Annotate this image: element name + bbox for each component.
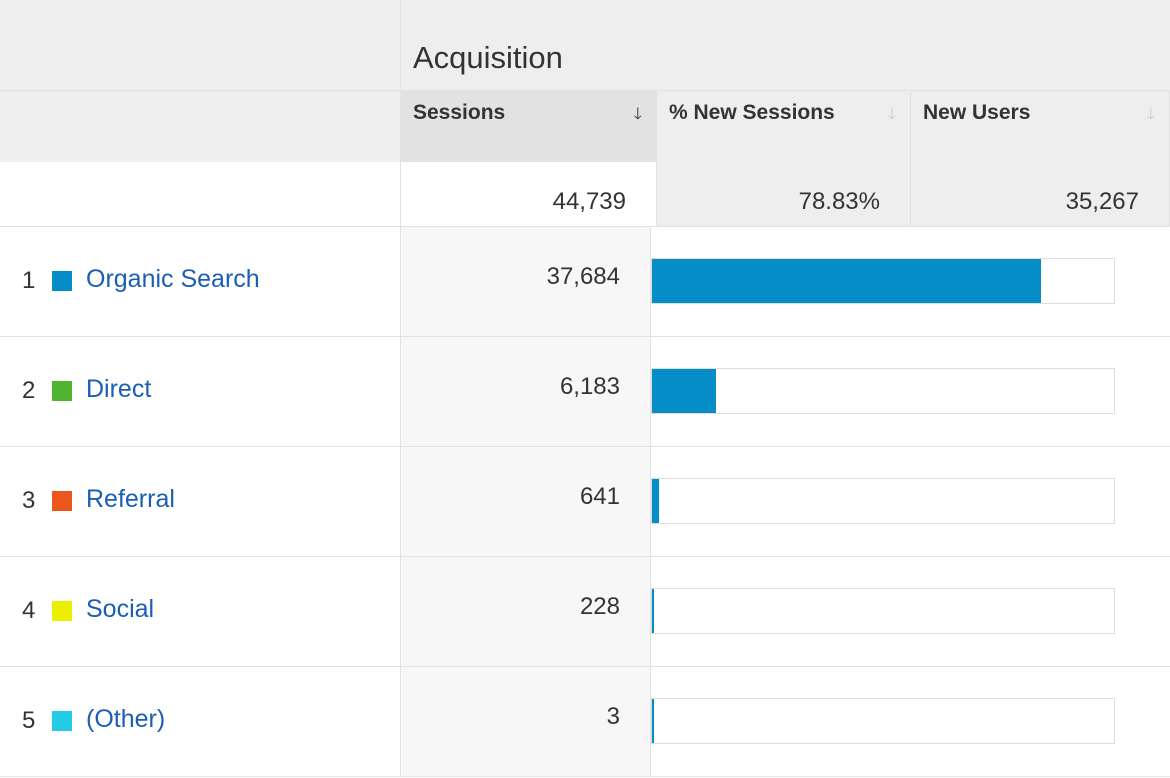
table-row: 5 (Other) 3: [0, 667, 1170, 777]
sessions-bar-cell: [651, 227, 1170, 336]
sessions-bar-cell: [651, 557, 1170, 666]
sessions-bar-cell: [651, 447, 1170, 556]
sessions-value: 641: [579, 483, 620, 510]
color-swatch-icon: [52, 711, 72, 731]
table-row: 4 Social 228: [0, 557, 1170, 667]
column-header-label: Sessions: [413, 101, 506, 124]
sessions-bar-track: [651, 258, 1115, 304]
channel-link-referral[interactable]: Referral: [86, 485, 175, 513]
sessions-cell: 3: [401, 667, 651, 776]
channel-cell: 3 Referral: [0, 447, 401, 556]
channel-link-social[interactable]: Social: [86, 595, 155, 623]
sessions-bar: [652, 589, 655, 633]
total-sessions-value: 44,739: [552, 188, 626, 215]
channel-cell: 2 Direct: [0, 337, 401, 446]
column-header-sessions[interactable]: Sessions 🡓: [401, 91, 657, 162]
table-row: 2 Direct 6,183: [0, 337, 1170, 447]
channel-cell: 4 Social: [0, 557, 401, 666]
sessions-value: 228: [579, 593, 620, 620]
sessions-value: 6,183: [559, 373, 620, 400]
arrow-down-icon[interactable]: 🡓: [887, 106, 896, 123]
row-rank: 5: [22, 707, 36, 734]
sessions-bar: [652, 699, 654, 743]
sessions-bar-track: [651, 368, 1115, 414]
sessions-bar-track: [651, 478, 1115, 524]
row-rank: 4: [22, 597, 36, 624]
sessions-cell: 6,183: [401, 337, 651, 446]
column-header-label: New Users: [923, 101, 1031, 124]
sessions-bar: [652, 369, 716, 413]
total-new-users: 35,267: [911, 162, 1170, 227]
header-spacer: [0, 0, 401, 91]
table-row: 1 Organic Search 37,684: [0, 227, 1170, 337]
table-row: 3 Referral 641: [0, 447, 1170, 557]
column-header-spacer: [0, 91, 401, 162]
color-swatch-icon: [52, 601, 72, 621]
channel-link-direct[interactable]: Direct: [86, 375, 152, 403]
sessions-bar-track: [651, 588, 1115, 634]
sessions-bar: [652, 479, 659, 523]
total-new-sessions: 78.83%: [657, 162, 911, 227]
column-header-new-users[interactable]: New Users 🡓: [911, 91, 1170, 162]
sessions-cell: 37,684: [401, 227, 651, 336]
sessions-bar-cell: [651, 667, 1170, 776]
total-new-sessions-value: 78.83%: [798, 188, 880, 215]
arrow-down-icon[interactable]: 🡓: [633, 106, 642, 123]
acquisition-title: Acquisition: [413, 40, 563, 75]
sessions-cell: 228: [401, 557, 651, 666]
color-swatch-icon: [52, 271, 72, 291]
sessions-bar-cell: [651, 337, 1170, 446]
color-swatch-icon: [52, 491, 72, 511]
channel-cell: 1 Organic Search: [0, 227, 401, 336]
channel-link-organic-search[interactable]: Organic Search: [86, 265, 260, 293]
sessions-bar: [652, 259, 1042, 303]
sessions-bar-track: [651, 698, 1115, 744]
total-sessions: 44,739: [401, 162, 657, 227]
sessions-value: 3: [606, 703, 620, 730]
total-new-users-value: 35,267: [1065, 188, 1139, 215]
row-rank: 3: [22, 487, 36, 514]
channel-link-other[interactable]: (Other): [86, 705, 166, 733]
sessions-cell: 641: [401, 447, 651, 556]
row-rank: 2: [22, 377, 36, 404]
channel-cell: 5 (Other): [0, 667, 401, 776]
color-swatch-icon: [52, 381, 72, 401]
arrow-down-icon[interactable]: 🡓: [1146, 106, 1155, 123]
sessions-value: 37,684: [546, 263, 620, 290]
row-rank: 1: [22, 267, 36, 294]
column-header-new-sessions[interactable]: % New Sessions 🡓: [657, 91, 911, 162]
totals-spacer: [0, 162, 401, 227]
acquisition-group-header: Acquisition: [401, 0, 1170, 91]
column-header-label: % New Sessions: [669, 101, 835, 124]
